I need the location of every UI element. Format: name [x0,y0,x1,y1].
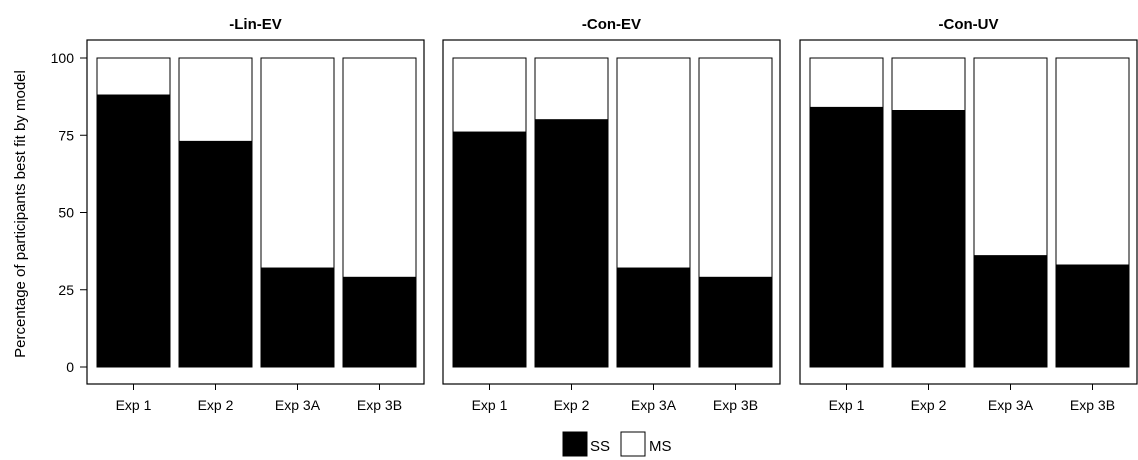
legend-label-ms: MS [649,438,672,455]
x-tick-label: Exp 1 [472,397,508,413]
y-tick-label: 0 [66,359,74,375]
panel-frame [86,39,425,385]
legend-swatch-ss [562,431,588,457]
y-tick-label: 25 [58,282,74,298]
bar-ms [616,57,691,269]
legend: SS MS [562,431,672,457]
bar-ms [260,57,335,269]
bar-ss [178,140,253,368]
bar-ms [342,57,417,278]
x-tick-label: Exp 3B [1070,397,1115,413]
bar-ms [698,57,773,278]
y-tick-label: 100 [51,50,75,66]
bar-ss [96,94,171,368]
panel-title: -Lin-EV [229,16,282,33]
bar-ss [891,110,966,368]
y-tick-label: 75 [58,127,74,143]
x-tick-label: Exp 3B [713,397,758,413]
x-tick-label: Exp 3B [357,397,402,413]
panel-2: -Con-UV Exp 1 Exp 2 Exp 3A Exp 3B [799,16,1138,413]
bar-ms [452,57,527,133]
bar-ms [96,57,171,96]
bar-ms [178,57,253,142]
x-tick-label: Exp 3A [631,397,677,413]
bar-ss [342,276,417,368]
panel-1: -Con-EV Exp 1 Exp 2 Exp 3A Exp 3B [442,16,781,413]
bar-ms [891,57,966,112]
y-tick-label: 50 [58,205,74,221]
x-tick-label: Exp 3A [275,397,321,413]
bar-ss [616,267,691,368]
bar-ss [452,131,527,368]
x-tick-label: Exp 2 [911,397,947,413]
bar-ms [534,57,609,121]
panel-title: -Con-EV [582,16,641,33]
bar-ss [973,255,1048,368]
x-tick-label: Exp 2 [554,397,590,413]
bar-ms [1055,57,1130,266]
bar-ss [260,267,335,368]
bar-ms [809,57,884,108]
x-tick-label: Exp 2 [198,397,234,413]
y-axis-label: Percentage of participants best fit by m… [12,70,29,358]
legend-label-ss: SS [590,438,610,455]
panel-title: -Con-UV [939,16,999,33]
legend-swatch-ms [620,431,646,457]
panel-frame [442,39,781,385]
panel-0: -Lin-EV Exp 1 Exp 2 Exp 3A Exp 3B [86,16,425,413]
bar-ms [973,57,1048,257]
x-tick-label: Exp 3A [988,397,1034,413]
bar-ss [1055,264,1130,368]
x-tick-label: Exp 1 [116,397,152,413]
x-tick-label: Exp 1 [829,397,865,413]
bar-ss [809,106,884,368]
panel-frame [799,39,1138,385]
bar-ss [534,119,609,368]
bar-ss [698,276,773,368]
